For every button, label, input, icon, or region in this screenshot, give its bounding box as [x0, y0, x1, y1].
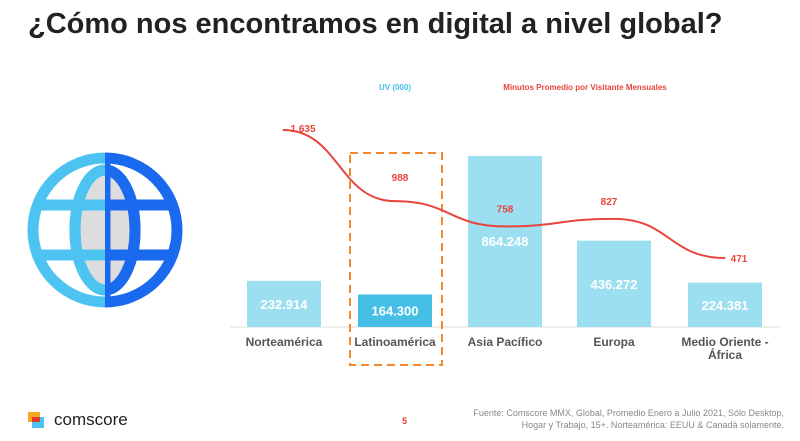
bar	[688, 282, 762, 327]
line-point	[394, 200, 396, 202]
legend-uv: UV (000)	[379, 83, 411, 92]
line-value-label: 1.635	[290, 124, 315, 135]
x-tick-label: Norteamérica	[246, 335, 323, 349]
bar	[468, 156, 542, 327]
globe-icon	[27, 152, 183, 308]
line-point	[613, 218, 615, 220]
line-value-label: 758	[497, 204, 514, 215]
bar-value-label: 164.300	[372, 304, 419, 319]
bar	[358, 294, 432, 327]
line-value-label: 827	[601, 197, 618, 208]
bar	[247, 280, 321, 327]
brand-name: comscore	[54, 410, 128, 429]
comscore-logo: comscore	[28, 410, 128, 430]
line-value-label: 471	[731, 254, 748, 265]
comscore-logo-icon	[28, 412, 44, 428]
page-number: 5	[402, 416, 408, 426]
bar-value-label: 224.381	[702, 298, 749, 313]
bar-value-label: 864.248	[482, 234, 529, 249]
line-point	[282, 129, 284, 131]
line-value-label: 988	[392, 173, 409, 184]
x-tick-label: Europa	[593, 335, 635, 349]
line-point	[504, 225, 506, 227]
x-tick-label: Asia Pacífico	[468, 335, 543, 349]
bar	[577, 240, 651, 327]
page-title: ¿Cómo nos encontramos en digital a nivel…	[28, 8, 723, 40]
x-tick-label: Medio Oriente -	[681, 335, 768, 349]
bar-value-label: 436.272	[591, 277, 638, 292]
x-tick-label: África	[708, 347, 742, 362]
source-note: Fuente: Comscore MMX, Global, Promedio E…	[454, 407, 784, 431]
legend-minutes: Minutos Promedio por Visitante Mensuales	[503, 83, 667, 92]
line-point	[724, 257, 726, 259]
source-line: Fuente: Comscore MMX, Global, Promedio E…	[473, 408, 784, 418]
source-line: Hogar y Trabajo, 15+. Norteamérica: EEUU…	[521, 420, 784, 430]
bar-value-label: 232.914	[261, 297, 309, 312]
highlight-box	[349, 152, 443, 366]
x-tick-label: Latinoamérica	[354, 335, 436, 349]
